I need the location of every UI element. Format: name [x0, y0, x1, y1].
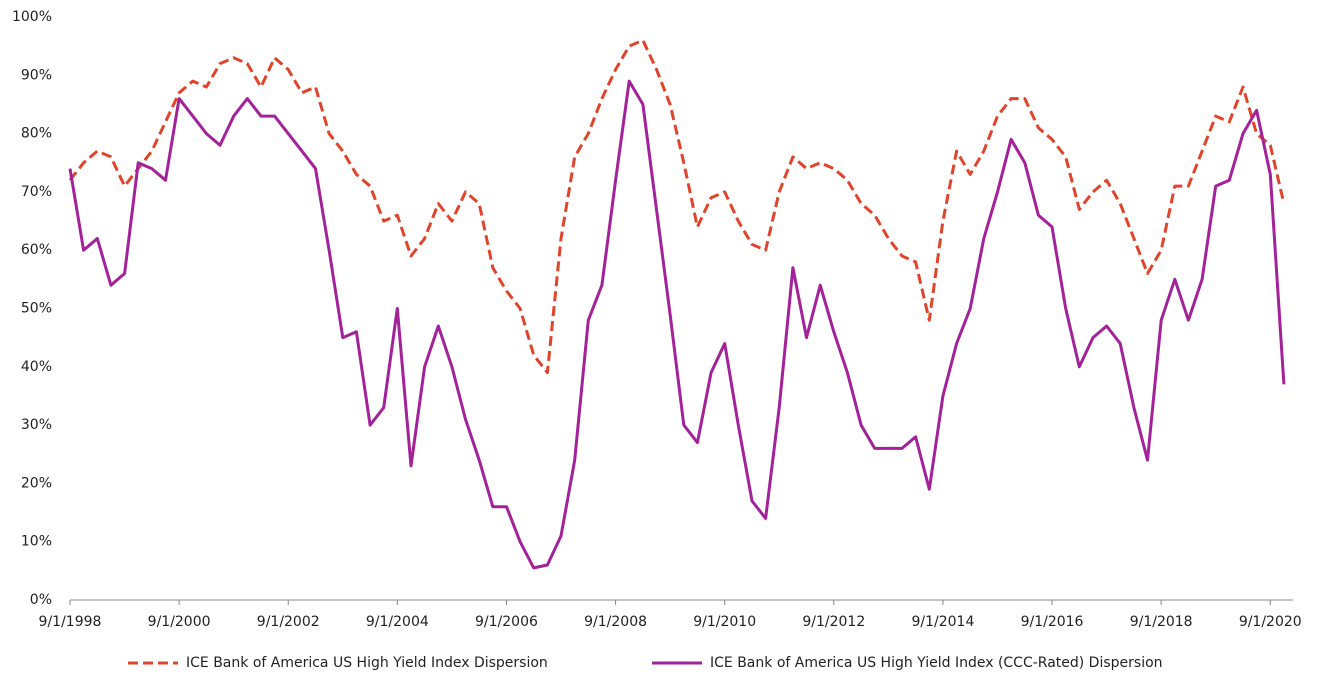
y-tick-label: 60% [21, 242, 52, 258]
y-tick-label: 50% [21, 301, 52, 317]
x-tick-label: 9/1/2016 [1021, 614, 1084, 630]
y-tick-label: 20% [21, 475, 52, 491]
legend-label: ICE Bank of America US High Yield Index … [186, 655, 548, 671]
line-series [68, 38, 1286, 375]
x-tick-label: 9/1/1998 [39, 614, 102, 630]
x-tick-label: 9/1/2000 [148, 614, 211, 630]
x-tick-label: 9/1/2002 [257, 614, 320, 630]
y-tick-label: 80% [21, 126, 52, 142]
x-tick-label: 9/1/2020 [1239, 614, 1302, 630]
x-tick-label: 9/1/2008 [584, 614, 647, 630]
x-tick-label: 9/1/2014 [911, 614, 974, 630]
x-tick-label: 9/1/2006 [475, 614, 538, 630]
x-tick-label: 9/1/2018 [1130, 614, 1193, 630]
y-tick-label: 100% [12, 9, 52, 25]
line-series [68, 79, 1286, 570]
y-tick-label: 40% [21, 359, 52, 375]
x-tick-label: 9/1/2010 [693, 614, 756, 630]
x-tick-label: 9/1/2012 [802, 614, 865, 630]
x-tick-label: 9/1/2004 [366, 614, 429, 630]
y-tick-label: 90% [21, 67, 52, 83]
y-tick-label: 70% [21, 184, 52, 200]
y-tick-label: 30% [21, 417, 52, 433]
y-tick-label: 0% [30, 592, 52, 608]
y-tick-label: 10% [21, 534, 52, 550]
legend-label: ICE Bank of America US High Yield Index … [710, 655, 1163, 671]
